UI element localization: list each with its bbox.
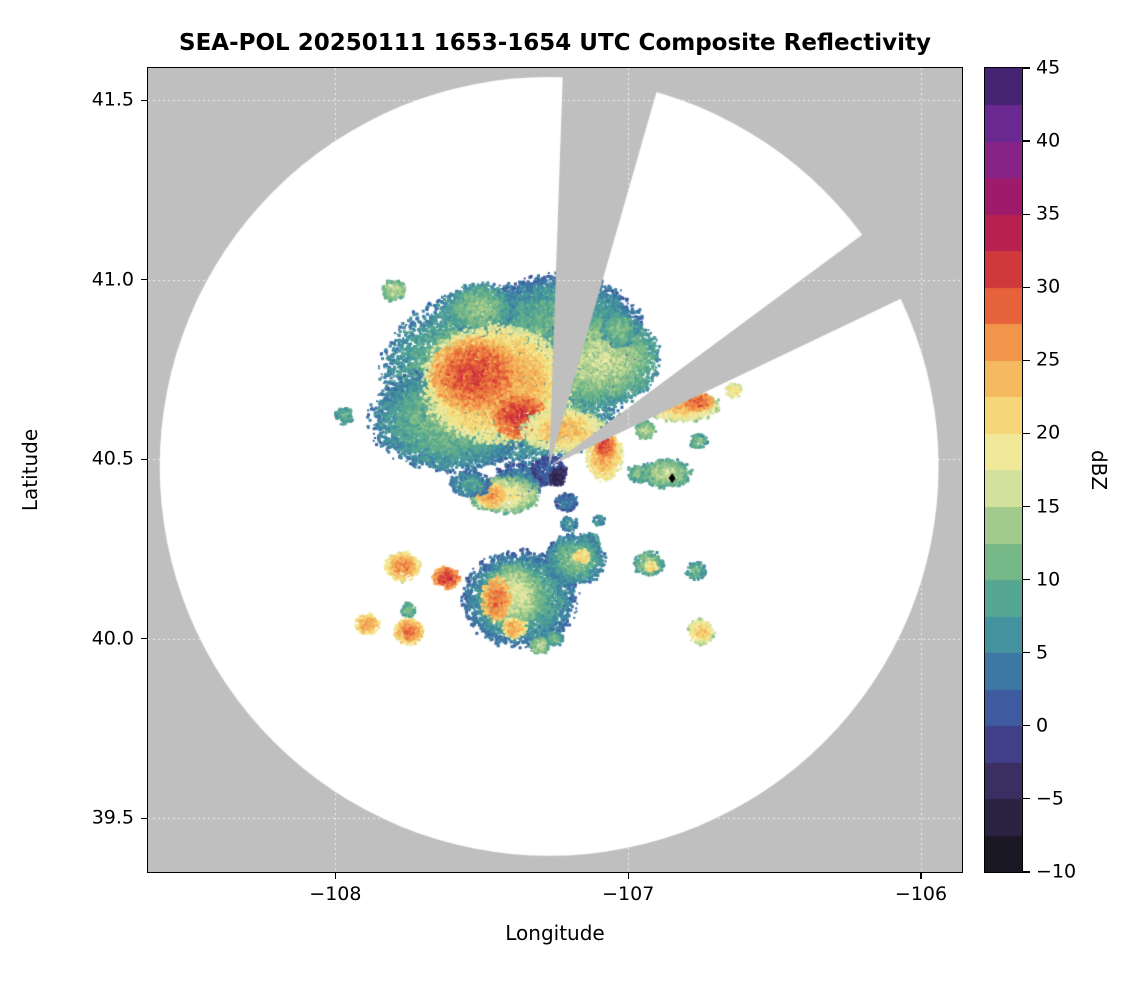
radar-reflectivity-canvas	[148, 68, 962, 872]
colorbar-tick-label: 5	[1036, 641, 1049, 664]
colorbar-tick-mark	[1022, 871, 1030, 873]
y-tick-label: 39.5	[91, 806, 134, 829]
y-tick-mark	[141, 817, 148, 819]
colorbar-tick-label: 35	[1036, 202, 1061, 225]
y-tick-mark	[141, 279, 148, 281]
colorbar	[984, 67, 1023, 873]
colorbar-tick-mark	[1022, 67, 1030, 69]
colorbar-tick-mark	[1022, 359, 1030, 361]
colorbar-tick-mark	[1022, 798, 1030, 800]
y-tick-mark	[141, 99, 148, 101]
y-axis-label: Latitude	[18, 428, 42, 512]
y-tick-mark	[141, 638, 148, 640]
y-tick-label: 40.0	[91, 627, 134, 650]
chart-title: SEA-POL 20250111 1653-1654 UTC Composite…	[179, 30, 931, 56]
colorbar-tick-label: 20	[1036, 421, 1061, 444]
colorbar-tick-label: −10	[1036, 860, 1077, 883]
x-tick-mark	[627, 872, 629, 879]
x-axis-label: Longitude	[505, 921, 605, 945]
colorbar-tick-label: 0	[1036, 714, 1049, 737]
colorbar-tick-label: 40	[1036, 129, 1061, 152]
x-tick-label: −108	[309, 883, 362, 905]
x-tick-mark	[334, 872, 336, 879]
colorbar-tick-mark	[1022, 579, 1030, 581]
colorbar-tick-mark	[1022, 286, 1030, 288]
colorbar-tick-label: 30	[1036, 275, 1061, 298]
colorbar-label: dBZ	[1087, 449, 1111, 491]
x-tick-mark	[920, 872, 922, 879]
colorbar-tick-mark	[1022, 213, 1030, 215]
colorbar-tick-label: 15	[1036, 495, 1061, 518]
colorbar-tick-label: 10	[1036, 568, 1061, 591]
colorbar-tick-mark	[1022, 432, 1030, 435]
colorbar-tick-mark	[1022, 505, 1030, 508]
colorbar-gradient-canvas	[985, 68, 1022, 872]
y-tick-label: 41.5	[91, 88, 134, 111]
y-tick-label: 40.5	[91, 447, 134, 470]
colorbar-tick-label: −5	[1036, 787, 1065, 810]
y-tick-mark	[141, 458, 148, 460]
colorbar-tick-label: 25	[1036, 348, 1061, 371]
x-tick-label: −107	[602, 883, 655, 905]
plot-area	[147, 67, 963, 873]
colorbar-tick-mark	[1022, 140, 1030, 142]
y-tick-label: 41.0	[91, 268, 134, 291]
x-tick-label: −106	[894, 883, 948, 905]
colorbar-tick-label: 45	[1036, 56, 1061, 79]
colorbar-tick-mark	[1022, 725, 1030, 727]
colorbar-tick-mark	[1022, 652, 1030, 654]
